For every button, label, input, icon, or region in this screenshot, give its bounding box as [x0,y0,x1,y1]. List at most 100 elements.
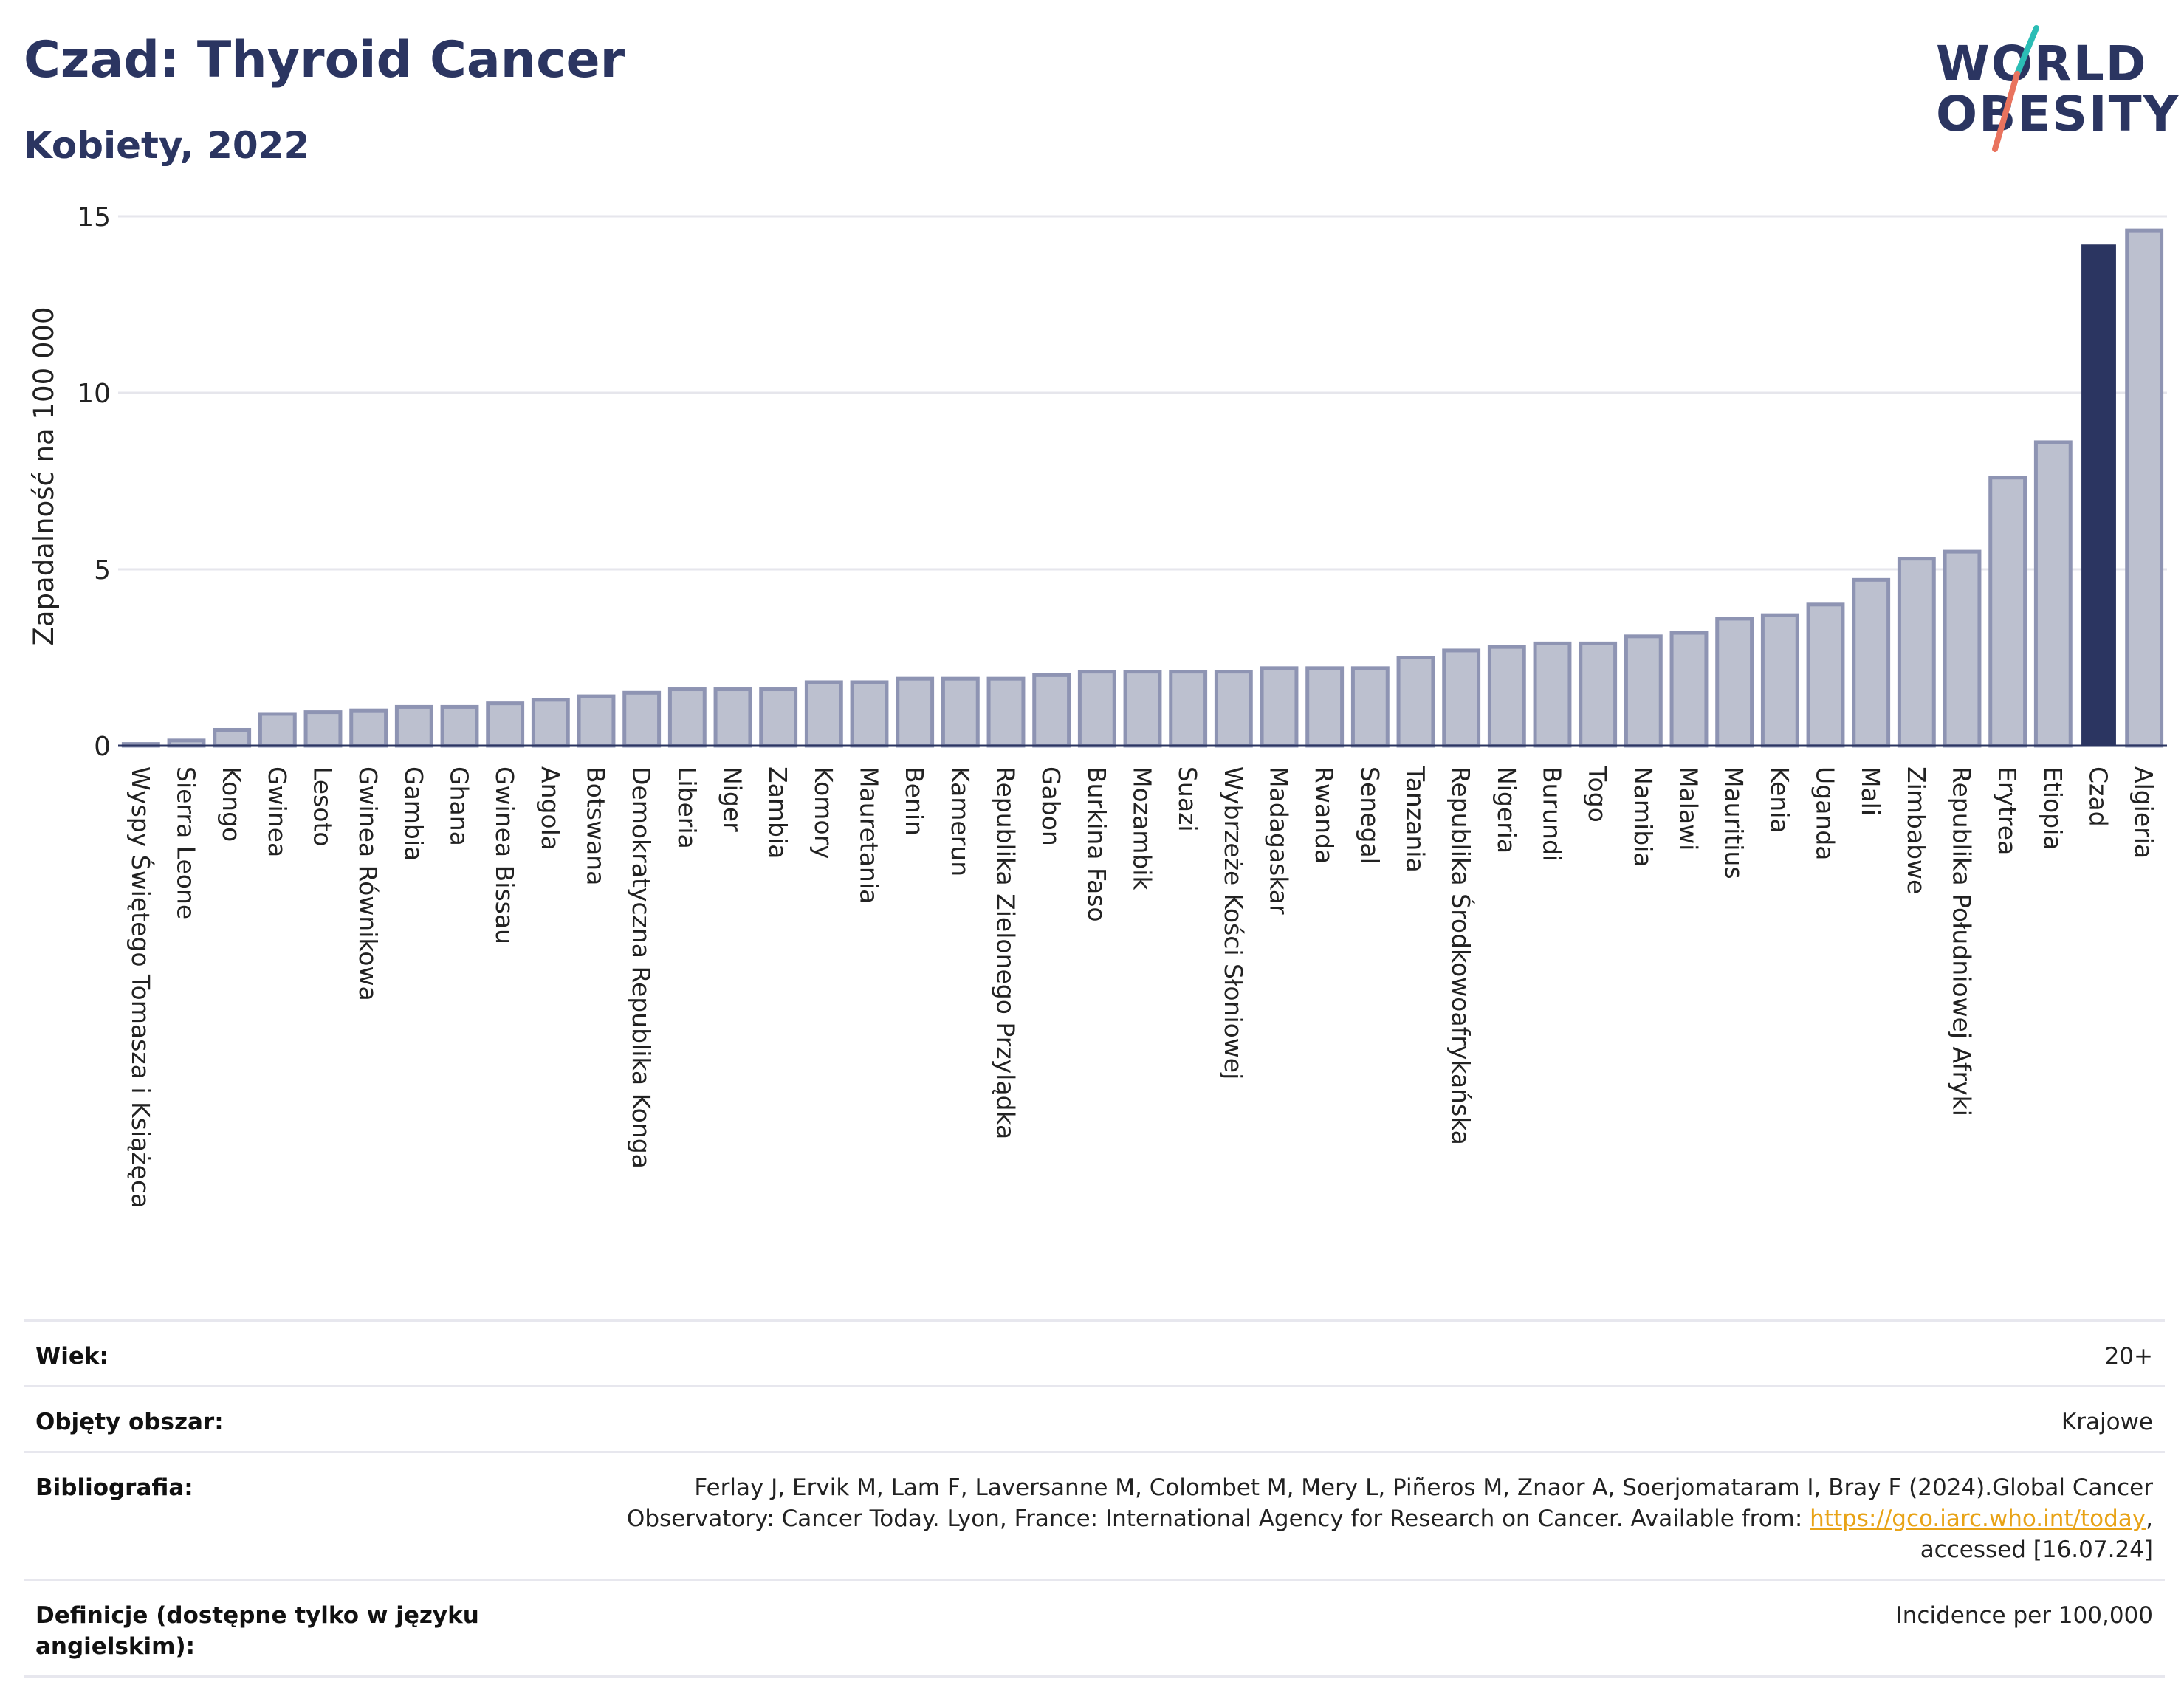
x-tick-label: Malawi [1675,766,1703,851]
info-label: Bibliografia: [35,1474,193,1501]
x-tick-label: Madagaskar [1265,766,1294,915]
x-tick-label: Rwanda [1310,766,1339,864]
bar-togo[interactable] [1579,641,1618,748]
info-row-definitions: Definicje (dostępne tylko w języku angie… [24,1579,2165,1678]
x-tick-label: Togo [1583,766,1612,823]
x-tick-label: Mauretania [855,766,884,904]
bar-etiopia[interactable] [2033,440,2073,748]
y-tick-label: 15 [77,202,111,233]
y-axis-title: Zapadalność na 100 000 [28,307,60,646]
bar-gwinea-bissau[interactable] [486,701,525,748]
bar-rwanda[interactable] [1305,666,1345,748]
bar-burundi[interactable] [1533,641,1572,748]
bar-kongo[interactable] [213,727,252,748]
x-tick-label: Lesoto [309,766,337,847]
bar-gabon[interactable] [1032,673,1071,748]
bar-gwinea-równikowa[interactable] [349,708,388,748]
x-tick-label: Gwinea [263,766,292,857]
x-tick-label: Namibia [1629,766,1658,868]
x-tick-label: Nigeria [1492,766,1521,854]
x-tick-label: Mali [1856,766,1885,816]
bar-algieria[interactable] [2125,228,2164,748]
info-row-age: Wiek: 20+ [24,1319,2165,1385]
x-tick-label: Tanzania [1401,766,1430,873]
x-tick-label: Zimbabwe [1902,766,1931,894]
bar-burkina-faso[interactable] [1077,670,1116,748]
y-tick-label: 0 [94,732,111,762]
x-tick-label: Republika Zielonego Przylądka [992,766,1020,1139]
logo-slash-icon [1992,25,2039,152]
bar-tanzania[interactable] [1396,656,1435,748]
bar-lesoto[interactable] [303,710,343,748]
y-tick-label: 5 [94,555,111,586]
bar-namibia[interactable] [1624,634,1663,748]
bar-erytrea[interactable] [1988,476,2027,748]
x-tick-label: Republika Środkowoafrykańska [1446,766,1476,1145]
bar-republika-środkowoafrykańska[interactable] [1442,648,1481,748]
info-row-bibliography: Bibliografia: Ferlay J, Ervik M, Lam F, … [24,1451,2165,1579]
info-label: Objęty obszar: [35,1409,224,1435]
bar-gambia[interactable] [394,704,433,748]
bar-republika-południowej-afryki[interactable] [1943,549,1982,748]
info-value: Ferlay J, Ervik M, Lam F, Laversanne M, … [566,1472,2153,1565]
bars [118,228,2167,748]
bibliography-text: Ferlay J, Ervik M, Lam F, Laversanne M, … [626,1474,2153,1532]
x-tick-label: Mauritius [1720,766,1748,879]
bar-zambia[interactable] [759,687,798,748]
bar-republika-zielonego-przylądka[interactable] [986,676,1026,748]
bar-mali[interactable] [1852,577,1891,748]
chart-subtitle: Kobiety, 2022 [24,124,310,167]
x-tick-label: Komory [809,766,838,859]
x-tick-label: Kamerun [946,766,975,876]
info-table: Wiek: 20+ Objęty obszar: Krajowe Bibliog… [24,1319,2165,1678]
x-tick-label: Kenia [1765,766,1794,834]
bar-mozambik[interactable] [1123,670,1162,748]
bar-chart: 0 5 10 15 Wyspy Świętego Tomasza i Książęca… [28,202,2167,1208]
source-link[interactable]: https://gco.iarc.who.int/today [1810,1506,2146,1532]
x-tick-label: Gwinea Równikowa [354,766,382,1001]
bar-niger[interactable] [713,687,752,748]
x-tick-label: Gabon [1037,766,1065,846]
bar-uganda[interactable] [1806,602,1845,748]
logo-word-world: WORLD [1936,35,2148,92]
bar-mauritius[interactable] [1715,617,1754,748]
bar-mauretania[interactable] [850,680,889,748]
x-tick-label: Wyspy Świętego Tomasza i Książęca [126,766,156,1208]
bar-malawi[interactable] [1669,631,1709,748]
x-tick-label: Burkina Faso [1082,766,1111,922]
x-tick-label: Etiopia [2039,766,2067,851]
bar-angola[interactable] [531,698,570,748]
x-tick-label: Burundi [1538,766,1567,862]
bar-wybrzeże-kości-słoniowej[interactable] [1214,670,1253,748]
bar-madagaskar[interactable] [1260,666,1299,748]
logo-word-obesity: OBESITY [1936,86,2180,143]
bar-benin[interactable] [896,676,935,748]
x-tick-label: Suazi [1173,766,1202,832]
x-tick-label: Algieria [2129,766,2158,859]
x-tick-label: Benin [900,766,929,836]
bar-botswana[interactable] [577,694,616,748]
bar-liberia[interactable] [667,687,707,748]
bar-ghana[interactable] [440,704,479,748]
bar-senegal[interactable] [1350,666,1390,748]
x-tick-label: Ghana [445,766,474,846]
x-tick-label: Erytrea [1993,766,2022,855]
x-tick-label: Kongo [217,766,246,842]
bar-kenia[interactable] [1760,613,1799,748]
info-label: Definicje (dostępne tylko w języku angie… [35,1602,479,1660]
y-axis-ticks: 0 5 10 15 [77,202,111,762]
bar-nigeria[interactable] [1487,645,1526,748]
info-value: Incidence per 100,000 [1895,1602,2153,1629]
bar-demokratyczna-republika-konga[interactable] [622,690,662,748]
bar-gwinea[interactable] [258,712,297,748]
x-tick-label: Niger [718,766,747,832]
bar-kamerun[interactable] [941,676,980,748]
x-tick-label: Angola [536,766,565,851]
world-obesity-logo: WORLD OBESITY [1927,22,2178,155]
bar-komory[interactable] [804,680,843,748]
bar-czad[interactable] [2081,244,2116,746]
bar-zimbabwe[interactable] [1897,557,1936,748]
bar-suazi[interactable] [1169,670,1208,748]
x-tick-label: Senegal [1356,766,1384,865]
y-tick-label: 10 [77,379,111,409]
